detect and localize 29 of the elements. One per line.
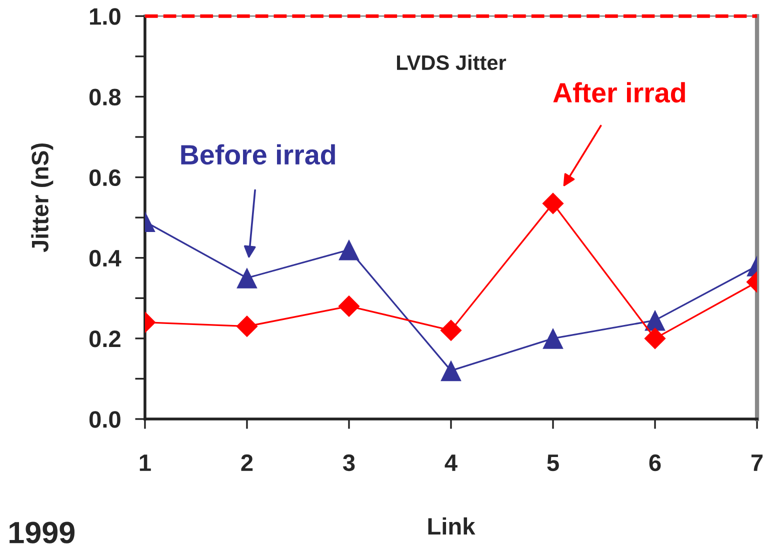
x-axis-title: Link xyxy=(428,517,476,535)
point xyxy=(338,239,360,260)
y-tick-label: 1.0 xyxy=(90,8,120,25)
y-axis-title: Jitter (nS) xyxy=(31,143,54,252)
text: After irrad xyxy=(553,82,685,103)
point xyxy=(440,320,462,342)
point xyxy=(644,310,666,331)
y-tick-label: 0.2 xyxy=(89,330,120,348)
x-tick-label: 7 xyxy=(751,454,763,471)
x-tick-label: 1 xyxy=(140,454,151,471)
y-tick-label: 0.4 xyxy=(89,250,122,267)
point xyxy=(236,316,258,338)
x-tick-label: 2 xyxy=(241,454,253,471)
y-tick-label: 0.0 xyxy=(89,411,120,428)
text: 1999 xyxy=(10,522,75,544)
point xyxy=(236,268,258,288)
text: LVDS Jitter xyxy=(397,54,506,70)
point xyxy=(542,328,564,349)
y-tick-label: 0.8 xyxy=(89,88,121,106)
point xyxy=(644,328,666,350)
y-tick-label: 0.6 xyxy=(89,169,120,186)
text: Before irrad xyxy=(181,144,335,165)
x-tick-label: 6 xyxy=(649,454,661,472)
x-tick-label: 4 xyxy=(444,454,458,471)
point xyxy=(440,360,462,382)
point xyxy=(338,295,360,318)
x-tick-label: 3 xyxy=(342,454,355,472)
point xyxy=(542,192,564,214)
x-tick-label: 5 xyxy=(547,454,559,472)
